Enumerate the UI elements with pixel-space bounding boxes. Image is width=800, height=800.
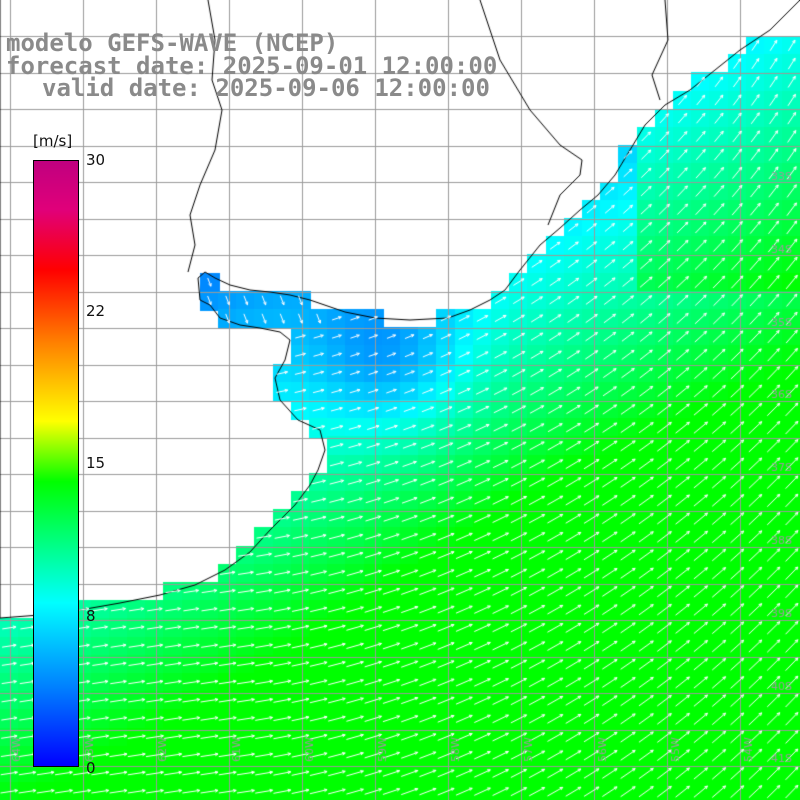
model-title: modelo GEFS-WAVE (NCEP): [6, 29, 339, 57]
colorbar-tick-30: 30: [86, 151, 106, 169]
colorbar-tick-15: 15: [86, 454, 106, 472]
valid-date: valid date: 2025-09-06 12:00:00: [42, 74, 490, 102]
forecast-date: forecast date: 2025-09-01 12:00:00: [6, 52, 498, 80]
colorbar-tick-0: 0: [86, 759, 96, 777]
colorbar-tick-22: 22: [86, 302, 106, 320]
colorbar: [33, 160, 79, 767]
colorbar-unit: [m/s]: [33, 132, 73, 150]
colorbar-tick-8: 8: [86, 607, 96, 625]
